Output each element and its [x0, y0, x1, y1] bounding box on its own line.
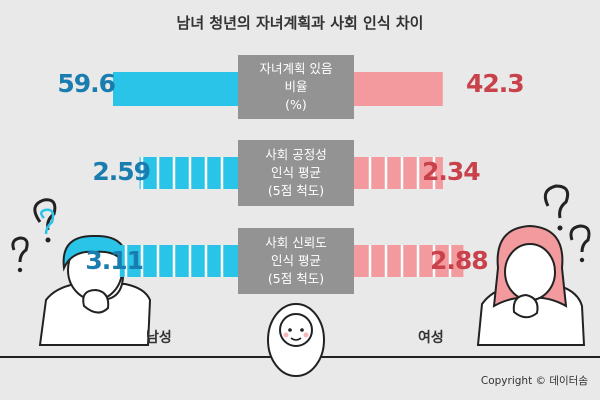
male-question-mark-1 — [33, 198, 57, 231]
male-value-label-2: 3.11 — [85, 246, 144, 275]
baby-cheek-left — [283, 332, 289, 338]
category-label-0: 자녀계획 있음 비율 (%) — [238, 55, 354, 119]
female-hand — [512, 293, 539, 319]
category-1-line-3: (5점 척도) — [267, 183, 325, 199]
category-2-line-3: (5점 척도) — [267, 271, 325, 287]
male-bar-2 — [119, 245, 238, 277]
category-0-line-2: 비율 — [284, 78, 308, 94]
female-value-label-0: 42.3 — [466, 69, 525, 98]
male-question-mark-2 — [11, 236, 29, 263]
female-bar-0 — [354, 72, 443, 106]
baby-eye-right — [300, 328, 304, 332]
male-body — [38, 283, 152, 346]
female-question-mark-2 — [569, 224, 591, 253]
female-question-mark-1 — [543, 184, 570, 219]
female-question-dot-2 — [579, 257, 585, 263]
female-face — [504, 243, 556, 301]
male-bar-0 — [113, 72, 238, 106]
female-label: 여성 — [418, 330, 444, 346]
male-label: 남성 — [146, 330, 172, 346]
female-value-label-2: 2.88 — [430, 246, 489, 275]
baby-eye-left — [288, 328, 292, 332]
category-2-line-2: 인식 평균 — [271, 252, 321, 268]
category-0-line-3: (%) — [285, 97, 307, 113]
male-question-mark-1-fill — [40, 208, 55, 235]
baby-cheek-right — [303, 332, 309, 338]
male-question-dot-1 — [45, 237, 51, 243]
male-value-label-0: 59.6 — [57, 69, 116, 98]
category-2-line-1: 사회 신뢰도 — [265, 234, 327, 250]
female-value-label-1: 2.34 — [422, 157, 481, 186]
category-1-line-2: 인식 평균 — [271, 164, 321, 180]
male-hand — [82, 288, 110, 314]
baby-mouth — [290, 337, 302, 341]
category-label-1: 사회 공정성 인식 평균 (5점 척도) — [238, 140, 354, 206]
male-question-dot-2 — [17, 267, 23, 273]
category-label-2: 사회 신뢰도 인식 평균 (5점 척도) — [238, 228, 354, 294]
female-question-dot-1 — [557, 225, 563, 231]
category-1-line-1: 사회 공정성 — [265, 146, 327, 162]
copyright-text: Copyright © 데이터솜 — [480, 375, 588, 387]
female-bar-2 — [354, 245, 464, 277]
male-value-label-1: 2.59 — [92, 157, 151, 186]
category-0-line-1: 자녀계획 있음 — [259, 60, 333, 76]
baby-face — [279, 313, 313, 347]
chart-title: 남녀 청년의 자녀계획과 사회 인식 차이 — [176, 14, 424, 32]
